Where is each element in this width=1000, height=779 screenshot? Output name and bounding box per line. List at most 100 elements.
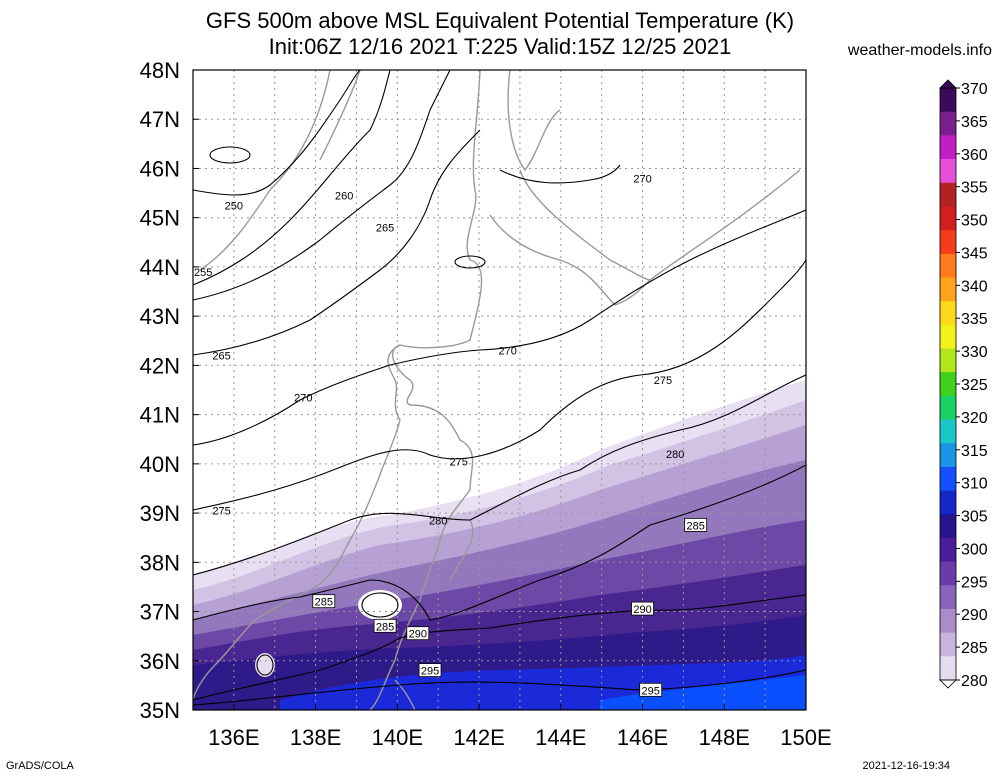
contour-label-box (418, 663, 442, 678)
contour-label-group: 250 255 260 265 265 270 270 270 275 275 275 280 280 2… (194, 173, 708, 697)
colorbar-segment (940, 182, 956, 207)
contour-label: 280 (666, 449, 684, 461)
lon-tick-label: 148E (699, 725, 750, 750)
colorbar-label: 290 (961, 607, 988, 624)
contour-label: 285 (315, 597, 333, 609)
contour-lines (193, 70, 806, 706)
contour-label: 290 (633, 604, 651, 616)
contour-label: 250 (225, 200, 243, 212)
contour-label: 270 (633, 173, 651, 185)
colorbar-label: 350 (961, 213, 988, 230)
colorbar-label: 315 (961, 443, 988, 460)
contour-label: 270 (294, 392, 312, 404)
contour-label: 280 (429, 515, 447, 527)
colorbar-segment (940, 466, 956, 492)
colorbar-label: 340 (961, 278, 988, 295)
colorbar-segment (940, 632, 956, 657)
colorbar-segment (940, 419, 956, 444)
contour-label: 255 (194, 267, 212, 279)
colorbar-top-arrow (939, 79, 957, 89)
colorbar-label: 335 (961, 311, 988, 328)
colorbar-segment (940, 656, 956, 681)
contour-label: 295 (642, 685, 660, 697)
colorbar-bottom-arrow (939, 679, 957, 689)
colorbar-segment (940, 608, 956, 634)
contour-label: 270 (498, 346, 516, 358)
colorbar-segment (940, 372, 956, 397)
lat-tick-label: 46N (140, 156, 180, 181)
colorbar-segment (940, 159, 956, 184)
lon-tick-label: 146E (617, 725, 668, 750)
lat-tick-label: 45N (140, 206, 180, 231)
contour-label: 275 (654, 375, 672, 387)
colorbar-segment (940, 253, 956, 278)
contour-label: 265 (212, 351, 230, 363)
lon-tick-label: 144E (535, 725, 586, 750)
colorbar-label: 330 (961, 344, 988, 361)
contour-label: 265 (376, 223, 394, 235)
colorbar-segment (940, 324, 956, 349)
contour-label: 285 (686, 520, 704, 532)
lat-tick-label: 48N (140, 58, 180, 83)
colorbar-segment (940, 490, 956, 515)
lon-tick-label: 136E (208, 725, 259, 750)
contour-label: 260 (335, 191, 353, 203)
colorbar-label: 295 (961, 574, 988, 591)
shaded-field (193, 380, 806, 710)
colorbar-label: 305 (961, 509, 988, 526)
longitude-axis: 136E 138E 140E 142E 144E 146E 148E 150E (208, 704, 832, 750)
contour-label: 295 (421, 666, 439, 678)
colorbar-segment (940, 111, 956, 136)
coastlines (193, 70, 801, 710)
lat-tick-label: 39N (140, 501, 180, 526)
colorbar-label: 320 (961, 410, 988, 427)
colorbar-segment (940, 230, 956, 255)
software-credit: GrADS/COLA (6, 760, 74, 772)
colorbar-segment (940, 88, 956, 113)
colorbar-label: 310 (961, 476, 988, 493)
contour-label-box (684, 517, 708, 532)
lon-tick-label: 140E (372, 725, 423, 750)
colorbar-label: 300 (961, 541, 988, 558)
lat-tick-label: 43N (140, 304, 180, 329)
colorbar-segment (940, 206, 956, 231)
lat-tick-label: 36N (140, 649, 180, 674)
contour-label-box (373, 618, 397, 633)
chart-subtitle: Init:06Z 12/16 2021 T:225 Valid:15Z 12/2… (268, 34, 732, 59)
lon-tick-label: 150E (780, 725, 831, 750)
contour-label-box (631, 601, 654, 616)
colorbar-label: 365 (961, 114, 988, 131)
lat-tick-label: 41N (140, 403, 180, 428)
colorbar-segment (940, 514, 956, 539)
colorbar-segment (940, 561, 956, 586)
lat-tick-label: 42N (140, 353, 180, 378)
colorbar-segment (940, 395, 956, 421)
contour-label: 275 (449, 456, 467, 468)
lat-tick-label: 44N (140, 255, 180, 280)
colorbar-segment (940, 301, 956, 326)
contour-label: 275 (212, 506, 230, 518)
colorbar-label: 345 (961, 245, 988, 262)
colorbar-segment (940, 585, 956, 610)
colorbar-label: 325 (961, 377, 988, 394)
colorbar: 370 365 360 355 350 345 340 335 330 325 320 315 310 3… (939, 79, 988, 690)
contour-label: 290 (409, 629, 427, 641)
render-timestamp: 2021-12-16-19:34 (862, 760, 950, 772)
chart-title: GFS 500m above MSL Equivalent Potential … (205, 8, 795, 33)
colorbar-label: 280 (961, 673, 988, 690)
colorbar-segment (940, 277, 956, 302)
plot-border (192, 69, 807, 711)
lon-tick-label: 142E (453, 725, 504, 750)
colorbar-label: 370 (961, 81, 988, 98)
contour-label-box (406, 626, 430, 641)
colorbar-label: 285 (961, 640, 988, 657)
lon-tick-label: 138E (290, 725, 341, 750)
lat-tick-label: 47N (140, 107, 180, 132)
colorbar-label: 360 (961, 147, 988, 164)
lat-tick-label: 40N (140, 452, 180, 477)
graticule (193, 70, 807, 710)
colorbar-segment (940, 537, 956, 563)
colorbar-segment (940, 348, 956, 373)
lat-tick-label: 37N (140, 600, 180, 625)
